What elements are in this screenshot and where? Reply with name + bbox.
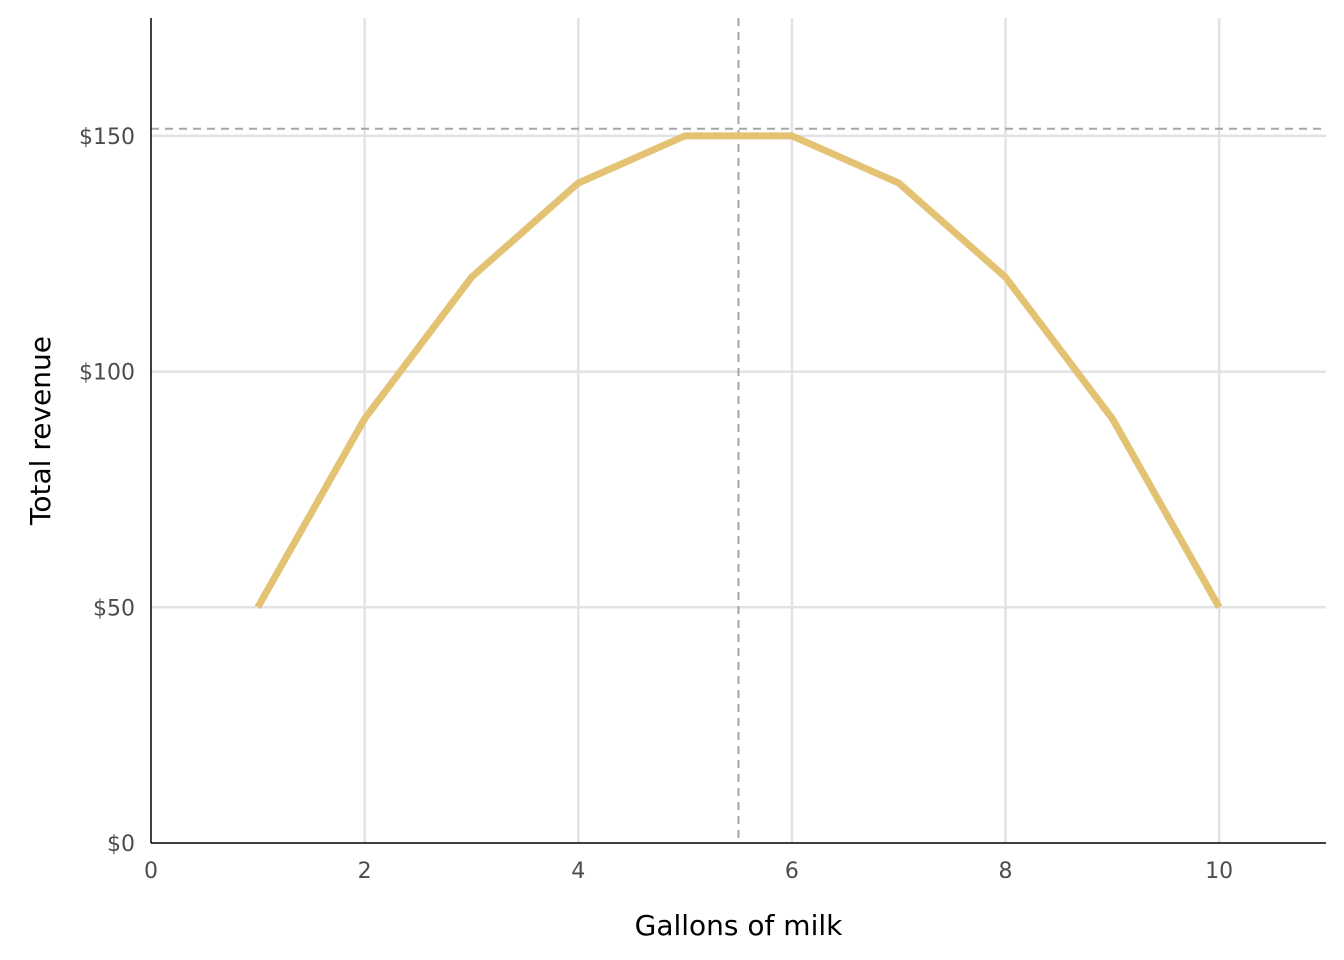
y-tick-labels: $0 $50 $100 $150	[79, 125, 135, 857]
x-tick-label: 4	[571, 859, 585, 884]
y-tick-label: $50	[93, 596, 135, 621]
reference-lines	[151, 18, 1326, 843]
y-axis-title: Total revenue	[24, 336, 57, 526]
x-tick-label: 2	[358, 859, 372, 884]
y-tick-label: $0	[107, 832, 135, 857]
x-tick-label: 0	[144, 859, 158, 884]
x-tick-labels: 0 2 4 6 8 10	[144, 859, 1233, 884]
x-axis-title: Gallons of milk	[635, 909, 844, 942]
axes	[150, 18, 1326, 844]
y-tick-label: $100	[79, 361, 135, 386]
y-tick-label: $150	[79, 125, 135, 150]
x-tick-label: 10	[1205, 859, 1233, 884]
x-tick-label: 8	[999, 859, 1013, 884]
x-tick-label: 6	[785, 859, 799, 884]
series-layer	[254, 132, 1223, 610]
revenue-series-line	[254, 132, 1223, 610]
